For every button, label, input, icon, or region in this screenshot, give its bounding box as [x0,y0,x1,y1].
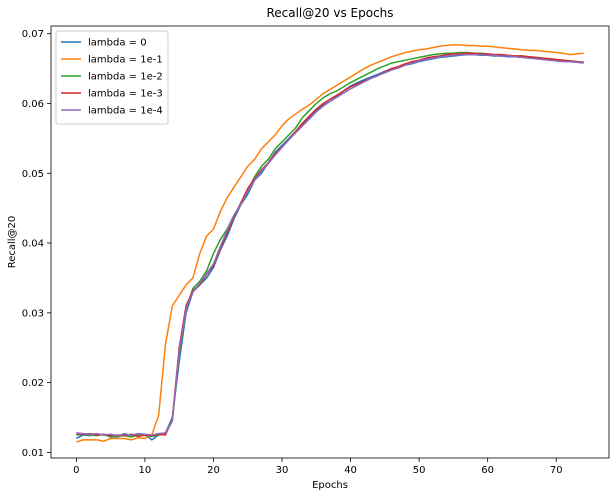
x-axis-label: Epochs [312,480,348,491]
series-line-4 [76,52,584,438]
x-tick-label: 30 [276,465,289,476]
y-tick-label: 0.05 [22,169,44,180]
legend-label: lambda = 1e-3 [88,89,163,100]
series-lines [76,44,584,443]
legend-label: lambda = 1e-4 [88,106,163,117]
y-tick-label: 0.01 [22,448,44,459]
x-tick-label: 60 [481,465,494,476]
y-tick-label: 0.02 [22,378,44,389]
y-tick-label: 0.07 [22,29,44,40]
y-tick-label: 0.06 [22,99,44,110]
x-tick-label: 0 [73,465,79,476]
legend: lambda = 0 lambda = 1e-1 lambda = 1e-2 lamb… [55,30,169,125]
axis-ticks: 0 10 20 30 40 50 60 70 0.01 0.02 0.03 0.04 0.05 0.06 0… [22,29,563,476]
legend-label: lambda = 0 [88,38,147,49]
x-tick-label: 10 [139,465,152,476]
y-axis-label: Recall@20 [7,216,18,269]
x-tick-label: 20 [207,465,220,476]
y-tick-label: 0.04 [22,239,44,250]
legend-label: lambda = 1e-2 [88,72,163,83]
legend-label: lambda = 1e-1 [88,55,163,66]
x-tick-label: 50 [413,465,426,476]
y-tick-label: 0.03 [22,308,44,319]
chart-title: Recall@20 vs Epochs [266,6,393,20]
x-tick-label: 40 [344,465,357,476]
legend-box [55,30,169,125]
series-line-5 [76,53,584,437]
plot-frame [50,25,610,459]
x-tick-label: 70 [550,465,563,476]
series-line-2 [76,44,584,443]
